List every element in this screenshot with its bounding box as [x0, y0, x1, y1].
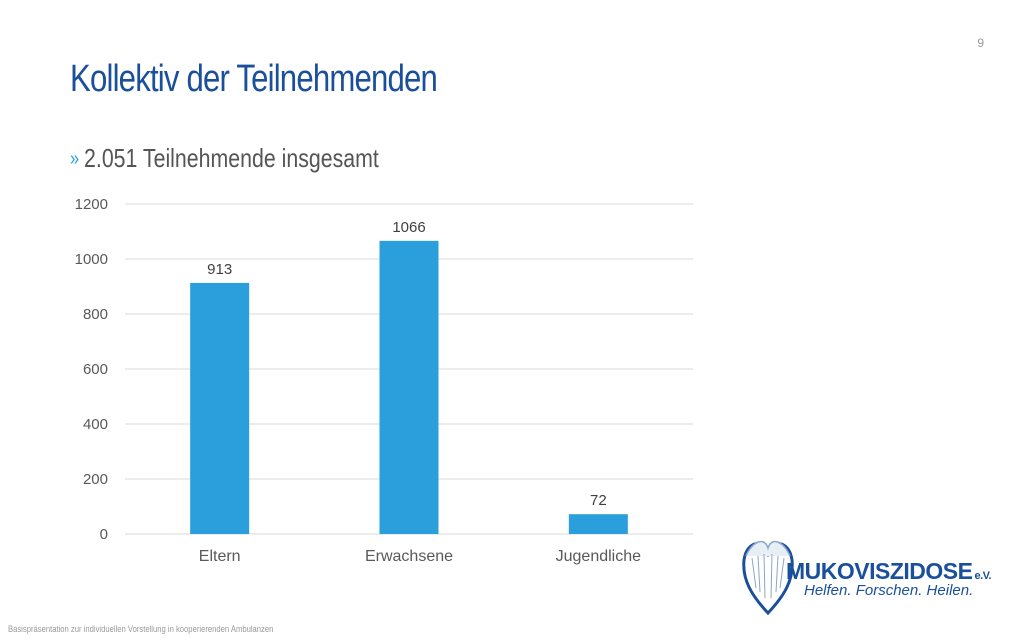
bullet-marker-icon: » — [70, 148, 80, 170]
x-tick-label: Erwachsene — [365, 548, 453, 565]
data-label: 72 — [590, 492, 607, 509]
logo-wordmark: MUKOVISZIDOSE e.V. — [786, 558, 992, 584]
bar-jugendliche — [568, 514, 628, 534]
data-label: 1066 — [392, 219, 425, 236]
y-tick-label: 1200 — [75, 196, 108, 213]
page-number: 9 — [977, 36, 984, 50]
y-tick-label: 1000 — [75, 251, 108, 268]
y-tick-label: 600 — [83, 361, 108, 378]
heart-wings-icon — [742, 540, 794, 616]
bar-chart: 0 200 400 600 800 1000 1200 913 Eltern 1066 Erwach… — [75, 196, 693, 565]
y-tick-label: 400 — [83, 416, 108, 433]
y-tick-label: 800 — [83, 306, 108, 323]
slide-title: Kollektiv der Teilnehmenden — [70, 58, 438, 100]
y-tick-label: 0 — [100, 526, 108, 543]
data-label: 913 — [207, 261, 232, 278]
y-tick-label: 200 — [83, 471, 108, 488]
logo-tagline: Helfen. Forschen. Heilen. — [804, 582, 974, 599]
slide-footer: Basispräsentation zur individuellen Vors… — [8, 624, 274, 634]
bar-eltern — [190, 282, 250, 534]
bullet-point: » 2.051 Teilnehmende insgesamt — [70, 143, 379, 174]
x-tick-label: Jugendliche — [556, 548, 642, 565]
bullet-text: 2.051 Teilnehmende insgesamt — [84, 143, 379, 173]
bar-erwachsene — [379, 240, 439, 534]
x-tick-label: Eltern — [199, 548, 241, 565]
logo: MUKOVISZIDOSE e.V. Helfen. Forschen. Heil… — [738, 528, 998, 618]
